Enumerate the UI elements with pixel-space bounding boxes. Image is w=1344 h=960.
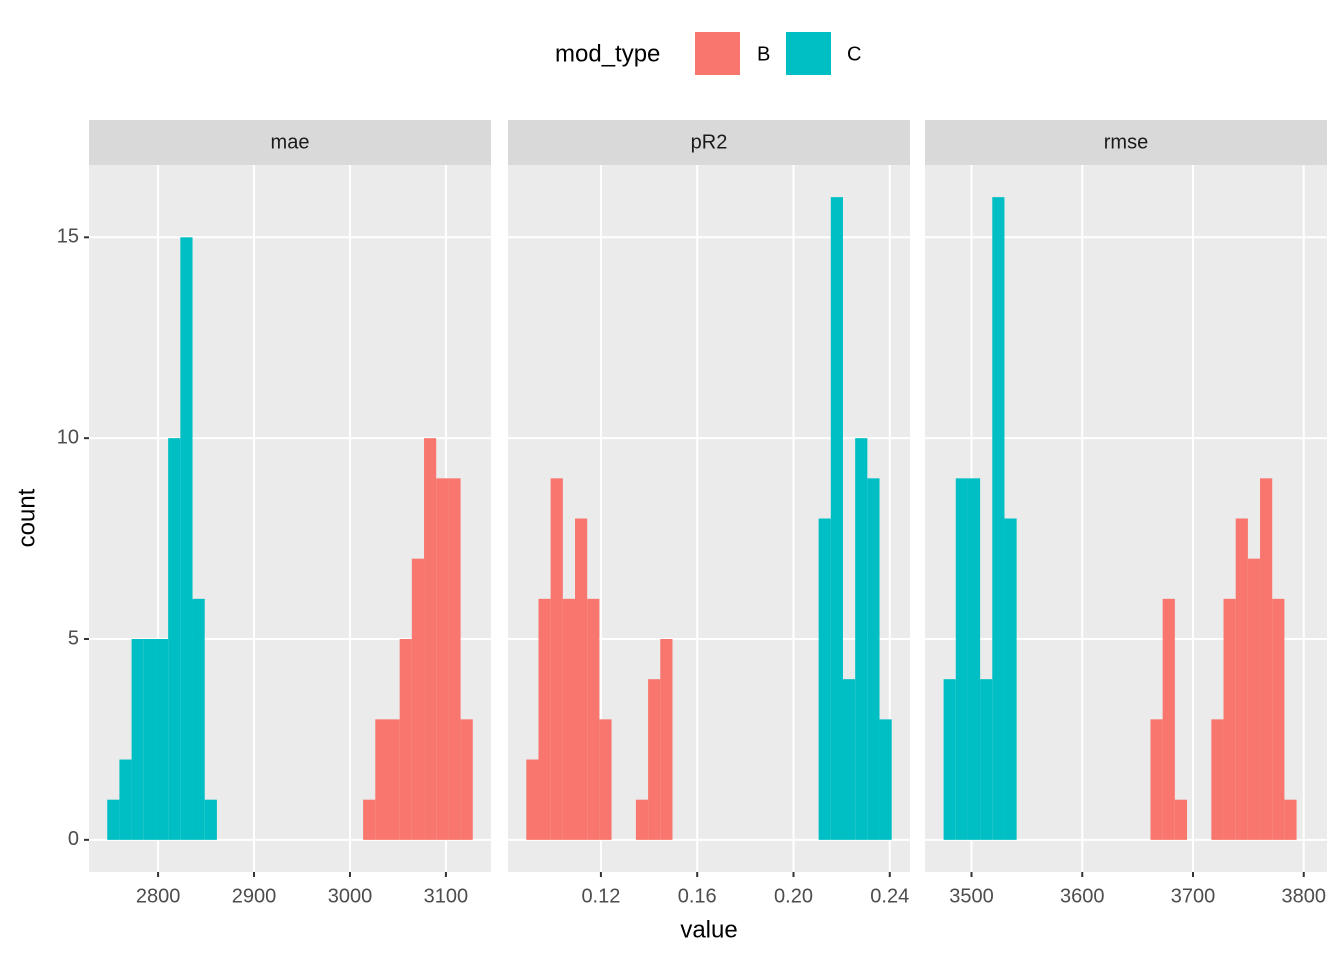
histogram-bar [587, 598, 600, 840]
histogram-bar [550, 478, 563, 840]
y-axis-label: count [13, 488, 40, 547]
histogram-bar [1260, 478, 1273, 840]
histogram-bar [180, 237, 193, 840]
x-tick-label: 3700 [1171, 885, 1216, 907]
x-tick-label: 3100 [424, 885, 469, 907]
histogram-bar [526, 759, 539, 840]
x-tick-label: 3600 [1060, 885, 1105, 907]
histogram-bar [575, 518, 588, 840]
y-tick-label: 15 [57, 226, 79, 248]
histogram-bar [387, 719, 400, 840]
histogram-bar [1174, 799, 1188, 840]
strip [925, 120, 1327, 165]
histogram-bar [562, 598, 576, 840]
histogram-bar [1247, 558, 1261, 840]
facet-title: mae [271, 131, 310, 153]
histogram-bar [635, 799, 649, 840]
y-tick-label: 10 [57, 426, 79, 448]
legend-key [695, 32, 740, 75]
histogram-bar [842, 679, 856, 840]
y-tick-label: 5 [68, 627, 79, 649]
histogram-bar [879, 719, 892, 840]
x-tick-label: 3800 [1281, 885, 1326, 907]
histogram-bar [648, 679, 661, 840]
x-tick-label: 3000 [328, 885, 373, 907]
histogram-bar [363, 799, 376, 840]
histogram-bar [436, 478, 449, 840]
histogram-bar [399, 639, 412, 840]
histogram-bar [660, 639, 673, 840]
histogram-bar [992, 197, 1005, 840]
histogram-bar [1284, 799, 1297, 840]
histogram-bar [460, 719, 473, 840]
histogram-bar [967, 478, 981, 840]
histogram-bar [1272, 598, 1285, 840]
x-axis-label: value [680, 916, 737, 943]
legend-label: B [757, 43, 770, 65]
histogram-bar [1162, 598, 1175, 840]
histogram-bar [375, 719, 388, 840]
histogram-bar [538, 598, 551, 840]
histogram-bar [411, 558, 425, 840]
histogram-bar [424, 438, 437, 840]
histogram-bar [855, 438, 868, 840]
histogram-bar [943, 679, 956, 840]
histogram-bar [867, 478, 880, 840]
x-tick-label: 0.16 [678, 885, 717, 907]
histogram-bar [119, 759, 132, 840]
histogram-bar [1223, 598, 1236, 840]
histogram-bar [818, 518, 831, 840]
strip [89, 120, 491, 165]
x-tick-label: 2800 [136, 885, 181, 907]
histogram-bar [830, 197, 843, 840]
histogram-bar [107, 799, 120, 840]
histogram-bar [955, 478, 968, 840]
histogram-bar [1150, 719, 1163, 840]
legend-key [786, 32, 831, 75]
x-tick-label: 0.24 [870, 885, 909, 907]
y-tick-label: 0 [68, 828, 79, 850]
x-tick-label: 2900 [232, 885, 277, 907]
histogram-bar [155, 639, 169, 840]
histogram-bar [131, 639, 144, 840]
histogram-bar [1004, 518, 1017, 840]
histogram-bar [599, 719, 612, 840]
facet-title: pR2 [691, 131, 728, 153]
strip [508, 120, 910, 165]
legend-label: C [847, 43, 861, 65]
histogram-bar [448, 478, 461, 840]
histogram-bar [980, 679, 993, 840]
x-tick-label: 0.20 [774, 885, 813, 907]
facet-title: rmse [1104, 131, 1148, 153]
histogram-bar [1235, 518, 1248, 840]
histogram-bar [204, 799, 217, 840]
histogram-bar [192, 598, 205, 840]
histogram-bar [143, 639, 156, 840]
legend-title: mod_type [555, 40, 660, 67]
x-tick-label: 3500 [949, 885, 994, 907]
histogram-bar [168, 438, 181, 840]
x-tick-label: 0.12 [581, 885, 620, 907]
histogram-bar [1211, 719, 1224, 840]
